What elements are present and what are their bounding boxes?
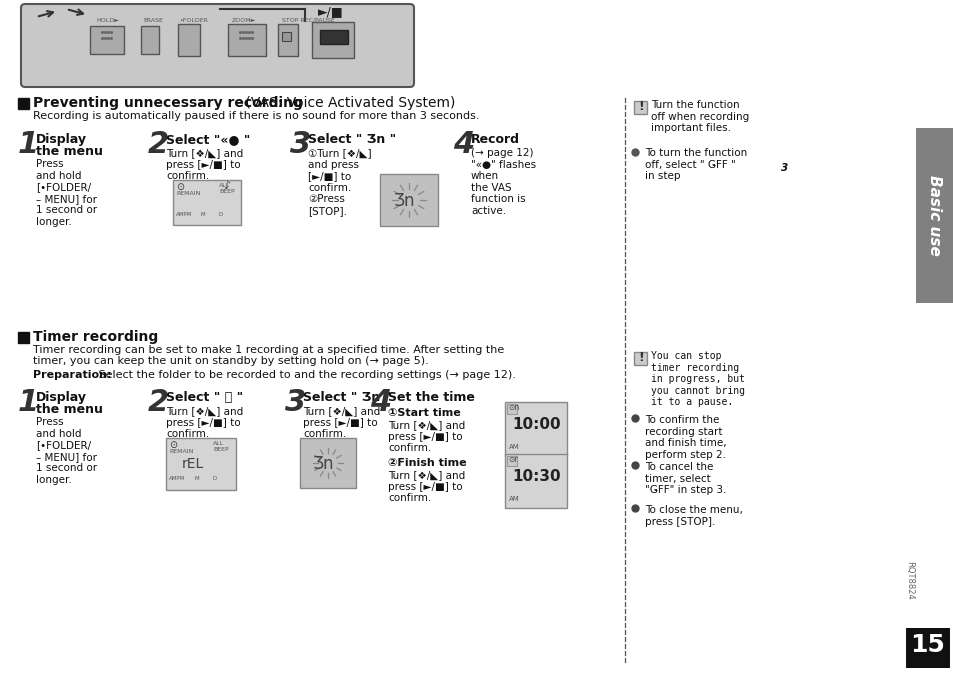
- Text: 3: 3: [290, 130, 311, 159]
- Text: REMAIN: REMAIN: [169, 449, 193, 454]
- Bar: [141, 26, 159, 54]
- Text: Ʒn: Ʒn: [313, 455, 335, 473]
- Text: Preparation:: Preparation:: [33, 370, 112, 380]
- Text: Recording is automatically paused if there is no sound for more than 3 seconds.: Recording is automatically paused if the…: [33, 111, 479, 121]
- Text: Select " ⦿ ": Select " ⦿ ": [166, 391, 243, 404]
- Text: ZOOM►: ZOOM►: [232, 18, 256, 23]
- Text: (VAS: Voice Activated System): (VAS: Voice Activated System): [241, 96, 455, 110]
- Text: Turn [❖/◣] and
press [►/■] to
confirm.: Turn [❖/◣] and press [►/■] to confirm.: [303, 406, 380, 439]
- Text: the menu: the menu: [36, 403, 103, 416]
- Text: Display: Display: [36, 133, 87, 146]
- Text: D: D: [219, 212, 223, 217]
- Text: 3: 3: [285, 388, 306, 417]
- Text: 2: 2: [148, 388, 169, 417]
- Text: Set the time: Set the time: [388, 391, 475, 404]
- Text: AM: AM: [509, 444, 519, 450]
- Bar: [319, 30, 348, 44]
- FancyBboxPatch shape: [21, 4, 414, 87]
- Bar: [504, 454, 566, 508]
- Text: 1: 1: [18, 388, 39, 417]
- Text: Turn [❖/◣] and
press [►/■] to
confirm.: Turn [❖/◣] and press [►/■] to confirm.: [166, 406, 243, 439]
- Bar: [506, 404, 517, 414]
- Text: ②Finish time: ②Finish time: [388, 458, 466, 468]
- Text: Select the folder to be recorded to and the recording settings (→ page 12).: Select the folder to be recorded to and …: [95, 370, 516, 380]
- Bar: [634, 352, 646, 365]
- Text: Timer recording: Timer recording: [33, 330, 158, 344]
- Bar: [915, 128, 953, 303]
- Bar: [312, 22, 354, 58]
- Text: 10:00: 10:00: [512, 417, 560, 432]
- Text: AMPM: AMPM: [175, 212, 193, 217]
- Text: To cancel the
timer, select
"ǤFF" in step 3.: To cancel the timer, select "ǤFF" in ste…: [644, 462, 725, 495]
- Text: RQT8824: RQT8824: [904, 561, 914, 599]
- Bar: [90, 26, 124, 54]
- Text: Turn [❖/◣] and
press [►/■] to
confirm.: Turn [❖/◣] and press [►/■] to confirm.: [166, 148, 243, 181]
- Text: 3: 3: [781, 163, 787, 173]
- Text: BEEP: BEEP: [219, 189, 234, 194]
- Text: the menu: the menu: [36, 145, 103, 158]
- Text: ⊙n: ⊙n: [507, 403, 518, 412]
- Text: Select " Ʒn ": Select " Ʒn ": [308, 133, 395, 146]
- Text: AMPM: AMPM: [169, 476, 185, 481]
- Bar: [18, 98, 29, 109]
- Text: 4: 4: [370, 388, 391, 417]
- Text: !: !: [638, 351, 643, 364]
- Text: M: M: [201, 212, 206, 217]
- Text: STOP REC/PAUSE: STOP REC/PAUSE: [282, 18, 335, 23]
- Text: To confirm the
recording start
and finish time,
perform step 2.: To confirm the recording start and finis…: [644, 415, 726, 460]
- Text: Turn [❖/◣] and
press [►/■] to
confirm.: Turn [❖/◣] and press [►/■] to confirm.: [388, 420, 465, 453]
- Text: !: !: [638, 100, 643, 113]
- Text: To turn the function
off, select " ǤFF "
in step: To turn the function off, select " ǤFF "…: [644, 148, 746, 181]
- Text: ⊙: ⊙: [169, 440, 177, 450]
- Text: M: M: [194, 476, 199, 481]
- Text: Press
and hold
[•FOLDER/
– MENU] for
1 second or
longer.: Press and hold [•FOLDER/ – MENU] for 1 s…: [36, 159, 97, 227]
- Text: AM: AM: [509, 496, 519, 502]
- Text: 1: 1: [18, 130, 39, 159]
- Text: D: D: [213, 476, 217, 481]
- Text: rEL: rEL: [182, 457, 204, 471]
- Text: (→ page 12)
"«●" flashes
when
the VAS
function is
active.: (→ page 12) "«●" flashes when the VAS fu…: [471, 148, 536, 216]
- Bar: [506, 456, 517, 466]
- Text: Select "«● ": Select "«● ": [166, 133, 250, 146]
- Text: REMAIN: REMAIN: [175, 191, 200, 196]
- Text: Select " Ʒn ": Select " Ʒn ": [303, 391, 391, 404]
- Text: Basic use: Basic use: [926, 175, 942, 255]
- Text: ►/■: ►/■: [317, 5, 343, 18]
- Text: timer, you can keep the unit on standby by setting hold on (→ page 5).: timer, you can keep the unit on standby …: [33, 356, 428, 366]
- Text: ①Start time: ①Start time: [388, 408, 460, 418]
- Text: ♪: ♪: [223, 181, 230, 191]
- Text: Turn [❖/◣] and
press [►/■] to
confirm.: Turn [❖/◣] and press [►/■] to confirm.: [388, 470, 465, 503]
- Text: ALL: ALL: [213, 441, 224, 446]
- Text: Turn the function
off when recording
important files.: Turn the function off when recording imp…: [650, 100, 748, 133]
- Text: Press
and hold
[•FOLDER/
– MENU] for
1 second or
longer.: Press and hold [•FOLDER/ – MENU] for 1 s…: [36, 417, 97, 485]
- Bar: [379, 174, 437, 226]
- Bar: [282, 32, 291, 41]
- Text: ⊙: ⊙: [175, 182, 184, 192]
- Text: Timer recording can be set to make 1 recording at a specified time. After settin: Timer recording can be set to make 1 rec…: [33, 345, 504, 355]
- Text: To close the menu,
press [STOP].: To close the menu, press [STOP].: [644, 505, 742, 527]
- Bar: [277, 24, 297, 56]
- Text: 4: 4: [453, 130, 474, 159]
- Text: 2: 2: [148, 130, 169, 159]
- Text: You can stop
timer recording
in progress, but
you cannot bring
it to a pause.: You can stop timer recording in progress…: [650, 351, 744, 408]
- Text: Display: Display: [36, 391, 87, 404]
- Bar: [634, 101, 646, 114]
- Text: Preventing unnecessary recording: Preventing unnecessary recording: [33, 96, 302, 110]
- Text: HOLD►: HOLD►: [96, 18, 119, 23]
- Text: ALL: ALL: [219, 183, 230, 188]
- Bar: [504, 402, 566, 456]
- Bar: [228, 24, 266, 56]
- Text: Record: Record: [471, 133, 519, 146]
- Text: ERASE: ERASE: [143, 18, 163, 23]
- Text: •FOLDER: •FOLDER: [179, 18, 208, 23]
- Text: BEEP: BEEP: [213, 447, 229, 452]
- Bar: [178, 24, 200, 56]
- Text: 10:30: 10:30: [512, 469, 560, 484]
- Bar: [166, 438, 235, 490]
- Bar: [18, 332, 29, 343]
- Text: ⊙r: ⊙r: [507, 455, 517, 464]
- Bar: [905, 628, 949, 668]
- Bar: [172, 180, 241, 225]
- Text: Ʒn: Ʒn: [394, 192, 416, 210]
- Text: ①Turn [❖/◣]
and press
[►/■] to
confirm.
②Press
[STOP].: ①Turn [❖/◣] and press [►/■] to confirm. …: [308, 148, 372, 216]
